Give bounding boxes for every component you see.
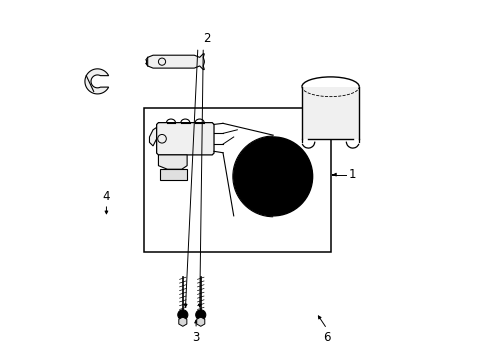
Bar — [144, 108, 330, 252]
Circle shape — [178, 310, 187, 320]
Polygon shape — [156, 123, 214, 155]
Bar — [301, 87, 359, 139]
Circle shape — [244, 147, 302, 206]
Circle shape — [195, 310, 205, 320]
Circle shape — [285, 144, 287, 146]
Circle shape — [233, 137, 312, 216]
Text: 3: 3 — [192, 331, 200, 344]
Circle shape — [291, 156, 293, 158]
Text: 2: 2 — [203, 32, 210, 45]
Polygon shape — [160, 169, 187, 180]
Text: 5: 5 — [274, 199, 282, 212]
Circle shape — [285, 166, 287, 168]
Text: 1: 1 — [347, 168, 355, 181]
Polygon shape — [158, 155, 187, 169]
Polygon shape — [147, 54, 204, 69]
Polygon shape — [85, 69, 108, 94]
Polygon shape — [179, 317, 186, 326]
Circle shape — [254, 158, 291, 195]
Text: 4: 4 — [102, 190, 110, 203]
Circle shape — [291, 177, 293, 179]
Circle shape — [263, 166, 283, 186]
Polygon shape — [149, 126, 171, 146]
Polygon shape — [196, 317, 204, 326]
Text: 6: 6 — [323, 331, 330, 344]
